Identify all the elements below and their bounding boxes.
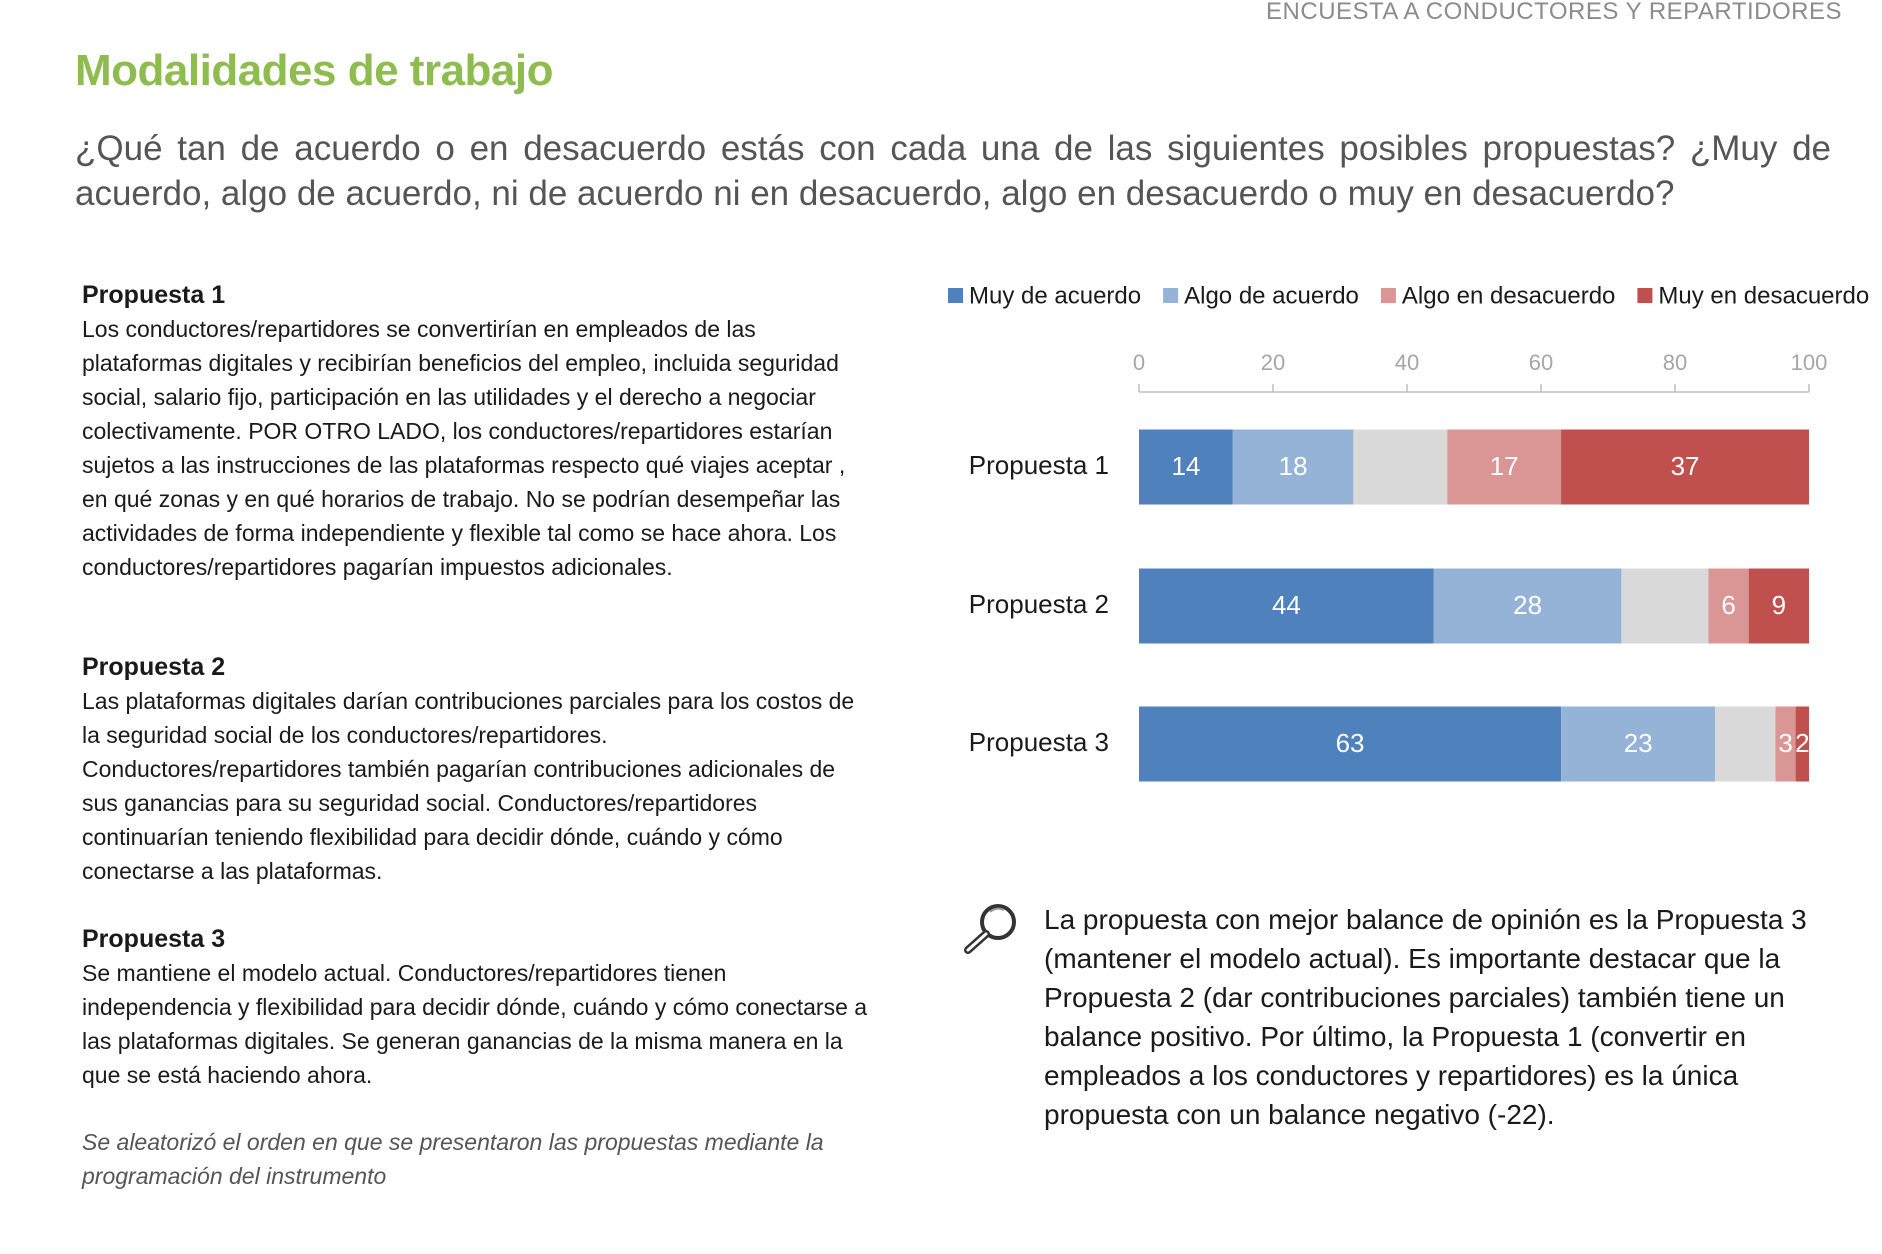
legend-label: Muy en desacuerdo [1658,282,1869,309]
bar-segment [1795,706,1809,782]
x-tick-label: 40 [1395,350,1419,375]
legend-label: Algo en desacuerdo [1402,282,1616,309]
proposal-heading: Propuesta 1 [82,281,226,309]
proposal: Propuesta 1 Los conductores/repartidores… [82,278,872,584]
bar-segment [1139,706,1562,782]
x-tick-label: 20 [1261,350,1285,375]
proposal-heading: Propuesta 2 [82,653,226,681]
x-tick-label: 0 [1133,350,1145,375]
bar-segment [1748,568,1809,644]
bar-segment [1447,429,1562,505]
note: Se aleatorizó el orden en que se present… [82,1129,824,1189]
proposal-text: Se mantiene el modelo actual. Conductore… [82,960,868,1088]
legend-label: Algo de acuerdo [1184,282,1359,309]
legend-swatch [1637,288,1653,303]
bar-segment [1232,429,1354,505]
question: ¿Qué tan de acuerdo o en desacuerdo está… [75,129,1831,213]
bar-segment [1353,429,1448,505]
category-label: Propuesta 1 [969,450,1109,480]
bar-segment [1433,568,1622,644]
proposal: Propuesta 3 Se mantiene el modelo actual… [82,922,872,1092]
proposal-heading: Propuesta 3 [82,925,226,953]
bar-segment [1621,568,1709,644]
bar-segment [1561,429,1809,505]
magnifier-icon [964,904,1016,954]
value-label: 3 [1778,728,1792,758]
bar-segment [1561,706,1716,782]
category-label: Propuesta 3 [969,727,1109,757]
header: ENCUESTA A CONDUCTORES Y REPARTIDORES [1266,0,1842,25]
value-label: 63 [1336,728,1365,758]
category-label: Propuesta 2 [969,589,1109,619]
bar-segment [1715,706,1776,782]
value-label: 6 [1721,590,1735,620]
chart: Muy de acuerdo Algo de acuerdo Algo en des… [948,282,1869,782]
legend-swatch [948,288,963,303]
insight: La propuesta con mejor balance de opinió… [1044,904,1807,1130]
value-label: 9 [1772,590,1786,620]
value-label: 28 [1513,590,1542,620]
value-label: 44 [1272,590,1301,620]
proposal: Propuesta 2 Las plataformas digitales da… [82,650,872,888]
value-label: 2 [1795,728,1809,758]
bar-segment [1139,568,1434,644]
proposal-text: Las plataformas digitales darían contrib… [82,688,855,884]
value-label: 23 [1624,728,1653,758]
bar-segment [1139,429,1233,505]
legend-swatch [1163,288,1179,303]
title: Modalidades de trabajo [75,46,553,95]
x-tick-label: 80 [1663,350,1687,375]
x-tick-label: 100 [1791,350,1828,375]
legend-swatch [1380,288,1396,303]
value-label: 14 [1171,451,1200,481]
value-label: 17 [1490,451,1519,481]
value-label: 37 [1671,451,1700,481]
proposal-text: Los conductores/repartidores se converti… [82,316,846,580]
legend-label: Muy de acuerdo [969,282,1141,309]
bar-segment [1708,568,1749,644]
value-label: 18 [1279,451,1308,481]
x-tick-label: 60 [1529,350,1553,375]
bar-segment [1775,706,1796,782]
